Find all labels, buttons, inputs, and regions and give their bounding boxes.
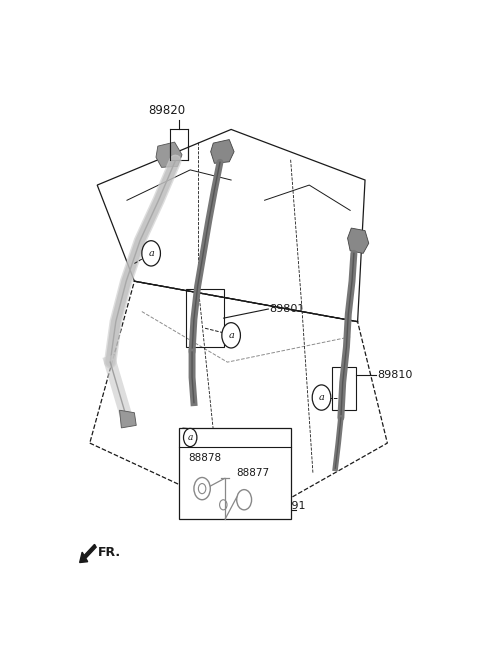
Text: 89810: 89810 bbox=[377, 370, 413, 380]
Circle shape bbox=[222, 323, 240, 348]
Polygon shape bbox=[120, 410, 136, 428]
FancyArrow shape bbox=[80, 545, 96, 562]
Circle shape bbox=[183, 428, 197, 447]
Text: a: a bbox=[188, 433, 193, 442]
Text: a: a bbox=[319, 393, 324, 402]
Text: 89820: 89820 bbox=[149, 104, 186, 117]
Circle shape bbox=[142, 240, 160, 266]
Text: FR.: FR. bbox=[98, 547, 121, 559]
Bar bbox=[179, 428, 290, 519]
Text: 89830C: 89830C bbox=[197, 463, 240, 474]
Text: 88878: 88878 bbox=[188, 453, 221, 463]
Text: REF.88-891: REF.88-891 bbox=[243, 501, 306, 511]
Polygon shape bbox=[183, 428, 209, 448]
Circle shape bbox=[312, 385, 331, 410]
Polygon shape bbox=[211, 139, 234, 164]
Polygon shape bbox=[156, 142, 182, 168]
Bar bbox=[186, 289, 224, 347]
Text: a: a bbox=[228, 331, 234, 340]
Text: 88877: 88877 bbox=[237, 468, 270, 478]
Bar bbox=[332, 367, 356, 410]
Text: 89801: 89801 bbox=[269, 304, 305, 314]
Text: a: a bbox=[148, 249, 154, 258]
Polygon shape bbox=[348, 228, 369, 254]
